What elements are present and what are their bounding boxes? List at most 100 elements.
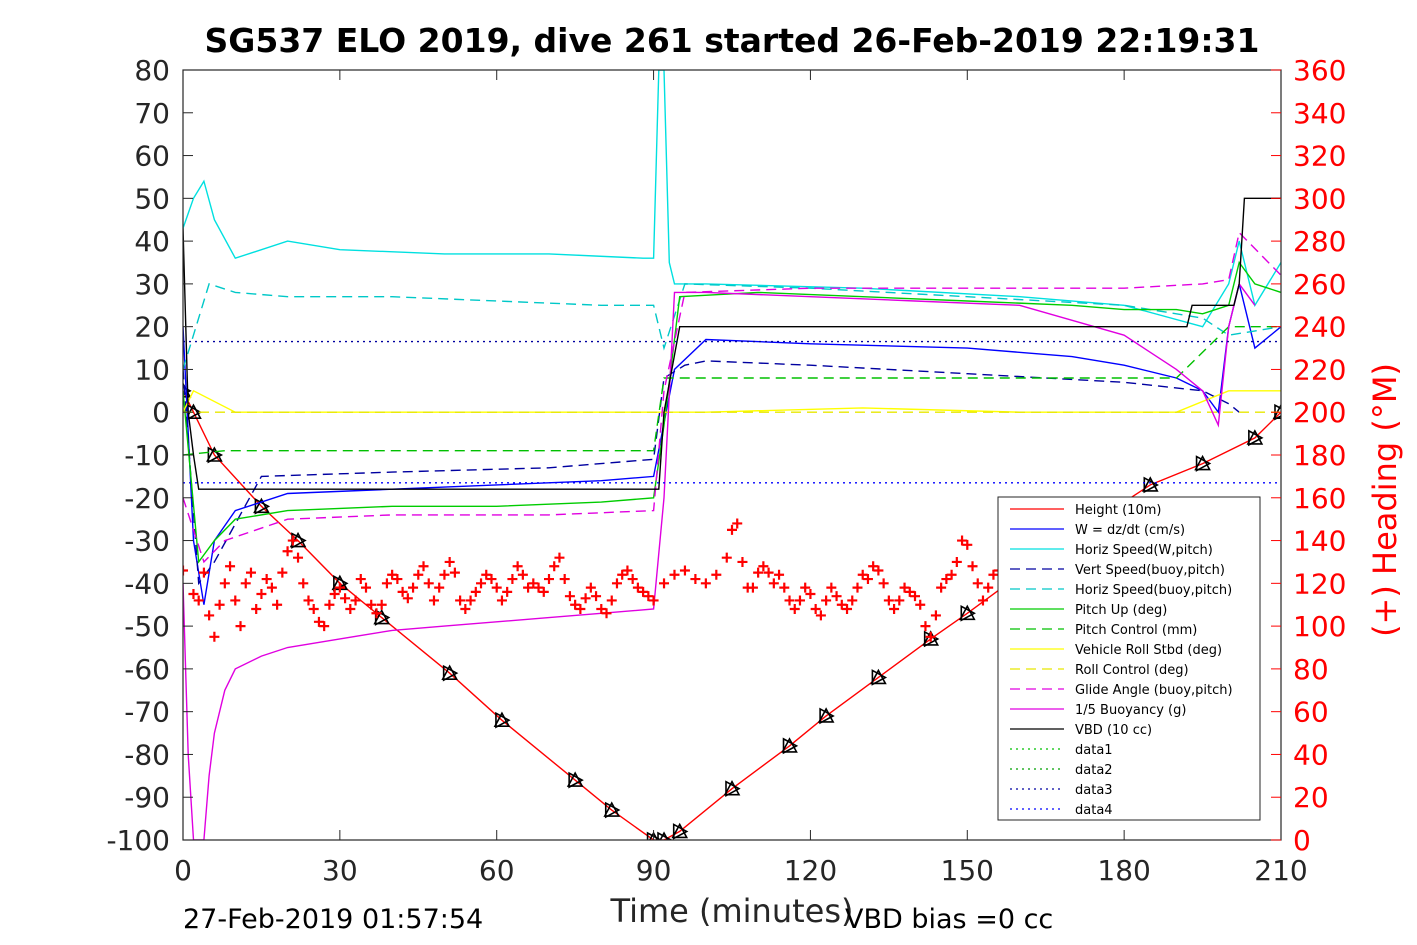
heading-point bbox=[915, 599, 926, 610]
y-left-tick-label: 0 bbox=[152, 396, 170, 429]
heading-point bbox=[240, 578, 251, 589]
y-axis-right: 0 20 40 60 80 100 120 140 160 180 200 220 240 260 280 3… bbox=[1271, 54, 1346, 857]
heading-point bbox=[559, 574, 570, 585]
heading-point bbox=[596, 604, 607, 614]
heading-point bbox=[920, 621, 931, 632]
x-tick-label: 0 bbox=[174, 854, 192, 887]
legend: Height (10m) W = dz/dt (cm/s) Horiz Speed(… bbox=[997, 496, 1261, 821]
heading-point bbox=[617, 569, 628, 580]
heading-point bbox=[204, 610, 215, 621]
y-left-tick-label: -20 bbox=[124, 482, 170, 515]
height-marker-alt bbox=[1248, 429, 1264, 447]
heading-point bbox=[381, 578, 392, 589]
y-right-tick-label: 100 bbox=[1293, 610, 1346, 643]
x-axis-label: Time (minutes) bbox=[610, 892, 854, 930]
heading-point bbox=[627, 574, 638, 585]
heading-point bbox=[355, 574, 366, 585]
series-line-pitch-up-deg- bbox=[183, 260, 1281, 564]
y-left-tick-label: -80 bbox=[124, 738, 170, 771]
y-left-tick-label: 40 bbox=[134, 225, 170, 258]
heading-point bbox=[826, 582, 837, 593]
heading-point bbox=[873, 565, 884, 576]
heading-point bbox=[496, 595, 507, 606]
heading-point bbox=[523, 582, 534, 593]
height-marker bbox=[671, 822, 689, 839]
heading-point bbox=[245, 567, 256, 578]
height-marker bbox=[870, 668, 887, 685]
height-marker bbox=[781, 737, 798, 753]
heading-point bbox=[977, 595, 988, 606]
heading-point bbox=[711, 569, 722, 580]
heading-point bbox=[544, 574, 554, 585]
heading-point bbox=[648, 595, 659, 606]
legend-label: Vehicle Roll Stbd (deg) bbox=[1075, 643, 1222, 658]
x-tick-label: 60 bbox=[479, 854, 515, 887]
heading-point bbox=[287, 535, 298, 546]
heading-point bbox=[936, 582, 947, 593]
legend-label: Height (10m) bbox=[1075, 503, 1161, 518]
heading-point bbox=[789, 604, 800, 614]
heading-point bbox=[198, 567, 209, 578]
height-marker-alt bbox=[782, 737, 799, 755]
y-right-tick-label: 220 bbox=[1293, 353, 1346, 386]
legend-label: Horiz Speed(W,pitch) bbox=[1075, 543, 1213, 558]
heading-point bbox=[476, 578, 487, 589]
heading-point bbox=[266, 582, 277, 593]
heading-point bbox=[387, 569, 398, 580]
heading-point bbox=[737, 556, 748, 567]
heading-point bbox=[345, 604, 356, 614]
y-right-tick-label: 80 bbox=[1293, 653, 1329, 686]
heading-point bbox=[951, 556, 962, 567]
height-marker bbox=[206, 446, 223, 462]
height-marker-alt bbox=[672, 823, 689, 840]
chart-title: SG537 ELO 2019, dive 261 started 26-Feb-… bbox=[205, 21, 1260, 60]
heading-point bbox=[868, 561, 879, 572]
heading-point bbox=[904, 586, 915, 597]
height-marker-alt bbox=[871, 669, 888, 686]
height-marker bbox=[253, 497, 270, 514]
heading-point bbox=[601, 608, 612, 619]
heading-point bbox=[470, 586, 481, 597]
y-left-tick-label: 60 bbox=[134, 140, 170, 173]
height-marker-alt bbox=[657, 831, 673, 840]
legend-label: VBD (10 cc) bbox=[1075, 723, 1152, 738]
heading-point bbox=[669, 569, 680, 580]
heading-point bbox=[481, 569, 492, 580]
y-right-tick-label: 60 bbox=[1293, 696, 1329, 729]
legend-label: Horiz Speed(buoy,pitch) bbox=[1075, 583, 1232, 598]
heading-point bbox=[852, 582, 863, 593]
y-right-tick-label: 0 bbox=[1293, 824, 1311, 857]
height-marker bbox=[441, 664, 458, 680]
heading-point bbox=[972, 578, 983, 589]
heading-point bbox=[836, 599, 847, 610]
y-right-tick-label: 360 bbox=[1293, 54, 1346, 87]
height-marker-alt bbox=[1195, 455, 1212, 472]
heading-point bbox=[444, 556, 455, 567]
heading-point bbox=[862, 574, 873, 585]
heading-point bbox=[794, 595, 805, 606]
heading-point bbox=[591, 591, 602, 602]
heading-point bbox=[434, 582, 445, 593]
y-left-tick-label: -30 bbox=[124, 525, 170, 558]
y-left-tick-label: -70 bbox=[124, 696, 170, 729]
heading-point bbox=[183, 565, 188, 576]
legend-box bbox=[997, 496, 1261, 821]
y-right-tick-label: 20 bbox=[1293, 781, 1329, 814]
heading-point bbox=[842, 604, 853, 614]
heading-point bbox=[277, 567, 288, 578]
heading-point bbox=[899, 582, 910, 593]
heading-point bbox=[392, 574, 403, 585]
heading-point bbox=[397, 586, 408, 597]
height-marker-alt bbox=[725, 780, 741, 798]
heading-point bbox=[428, 595, 439, 606]
heading-point bbox=[413, 569, 424, 580]
y-left-tick-label: 70 bbox=[134, 97, 170, 130]
height-marker bbox=[1194, 454, 1211, 471]
height-marker-alt bbox=[568, 771, 584, 789]
y-left-tick-label: -10 bbox=[124, 439, 170, 472]
heading-point bbox=[889, 604, 900, 614]
heading-point bbox=[533, 582, 544, 593]
heading-point bbox=[894, 595, 905, 606]
heading-point bbox=[272, 599, 283, 610]
heading-point bbox=[632, 582, 643, 593]
